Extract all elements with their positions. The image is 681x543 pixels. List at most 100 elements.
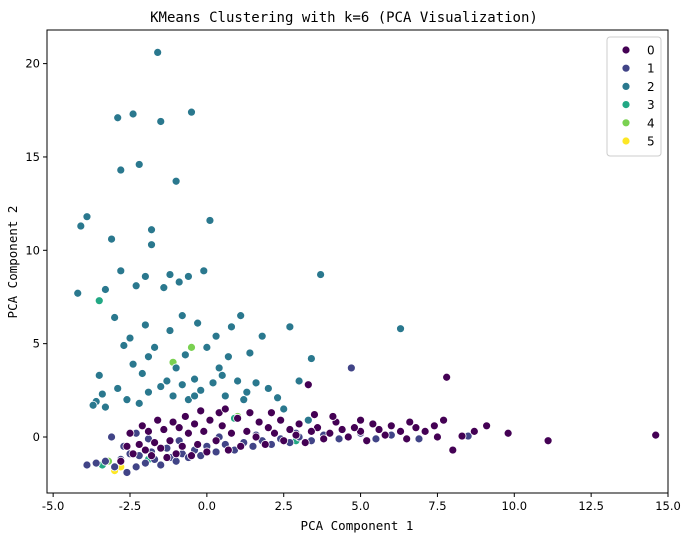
y-tick-label: 20: [25, 57, 40, 71]
data-point-cluster-1: [107, 432, 116, 442]
points-layer: [73, 48, 661, 477]
data-point-cluster-2: [168, 391, 178, 401]
data-point-cluster-0: [153, 415, 163, 425]
data-point-cluster-0: [337, 425, 347, 434]
data-point-cluster-1: [371, 434, 381, 444]
data-point-cluster-1: [122, 468, 132, 477]
data-point-cluster-2: [140, 272, 150, 281]
data-point-cluster-0: [174, 423, 184, 433]
data-point-cluster-0: [159, 425, 169, 434]
data-point-cluster-2: [101, 285, 110, 294]
data-point-cluster-2: [165, 326, 175, 335]
data-point-cluster-1: [211, 447, 221, 457]
data-point-cluster-0: [177, 441, 187, 451]
data-point-cluster-2: [273, 393, 282, 403]
data-point-cluster-2: [184, 272, 193, 281]
data-point-cluster-2: [116, 165, 126, 175]
data-point-cluster-3: [94, 296, 104, 306]
data-point-cluster-2: [159, 283, 169, 293]
data-point-cluster-2: [174, 277, 184, 287]
data-point-cluster-0: [245, 408, 255, 418]
data-point-cluster-0: [137, 421, 147, 431]
data-point-cluster-2: [171, 176, 181, 186]
data-point-cluster-0: [260, 440, 270, 449]
data-point-cluster-1: [91, 458, 101, 468]
data-point-cluster-2: [196, 385, 206, 395]
data-point-cluster-2: [156, 382, 166, 391]
x-tick-label: 2.5: [275, 499, 293, 513]
legend: 0 1 2 3 4 5: [606, 36, 662, 157]
data-point-cluster-2: [214, 363, 224, 373]
legend-items: 0 1 2 3 4 5: [621, 44, 655, 149]
data-point-cluster-0: [242, 426, 252, 436]
data-point-cluster-1: [110, 462, 120, 472]
data-point-cluster-1: [140, 458, 150, 468]
legend-marker: [621, 82, 631, 91]
data-point-cluster-0: [448, 445, 458, 455]
data-point-cluster-0: [199, 426, 209, 436]
data-point-cluster-0: [276, 415, 286, 425]
data-point-cluster-2: [134, 398, 144, 408]
data-point-cluster-2: [144, 387, 153, 397]
data-point-cluster-0: [134, 440, 144, 449]
x-axis-label: PCA Component 1: [301, 518, 414, 533]
data-point-cluster-2: [128, 109, 138, 119]
data-point-cluster-1: [346, 363, 356, 373]
data-point-cluster-2: [140, 320, 150, 330]
data-point-cluster-0: [267, 408, 276, 418]
data-point-cluster-2: [156, 117, 166, 126]
legend-label: 5: [647, 135, 655, 149]
data-point-cluster-0: [328, 412, 338, 421]
legend-marker: [621, 45, 631, 55]
legend-box: [606, 36, 662, 157]
data-point-cluster-0: [420, 426, 430, 436]
data-point-cluster-0: [325, 428, 335, 438]
data-point-cluster-0: [300, 438, 310, 447]
data-point-cluster-0: [171, 449, 181, 459]
data-point-cluster-0: [165, 436, 175, 446]
data-point-cluster-0: [343, 432, 353, 442]
data-point-cluster-0: [405, 417, 415, 427]
x-tick-label: 7.5: [428, 499, 446, 513]
data-point-cluster-0: [184, 428, 193, 438]
data-point-cluster-2: [180, 350, 190, 360]
data-point-cluster-0: [116, 456, 126, 466]
data-point-cluster-0: [439, 415, 448, 425]
data-point-cluster-2: [128, 359, 138, 369]
data-point-cluster-2: [73, 288, 83, 298]
data-point-cluster-0: [180, 412, 190, 421]
data-point-cluster-0: [374, 425, 384, 434]
data-point-cluster-0: [202, 447, 212, 457]
data-point-cluster-0: [306, 426, 316, 436]
plot-frame: [46, 29, 669, 494]
data-point-cluster-0: [263, 423, 273, 433]
data-point-cluster-2: [263, 384, 273, 393]
data-point-cluster-0: [156, 443, 166, 453]
data-point-cluster-0: [350, 423, 359, 433]
data-point-cluster-0: [291, 430, 301, 440]
data-point-cluster-0: [396, 426, 405, 436]
data-point-cluster-2: [122, 395, 132, 405]
data-point-cluster-0: [193, 440, 203, 449]
data-point-cluster-2: [190, 391, 199, 401]
data-point-cluster-0: [144, 426, 153, 436]
data-point-cluster-2: [239, 395, 249, 405]
data-point-cluster-1: [248, 441, 258, 451]
data-point-cluster-0: [411, 423, 421, 433]
data-point-cluster-0: [285, 425, 295, 434]
data-point-cluster-0: [503, 428, 513, 438]
legend-label: 3: [647, 98, 655, 112]
data-point-cluster-0: [125, 428, 135, 438]
data-point-cluster-0: [162, 453, 172, 462]
data-point-cluster-0: [402, 434, 412, 444]
y-tick-label: 15: [25, 150, 40, 164]
data-point-cluster-0: [279, 436, 289, 446]
data-point-cluster-2: [217, 370, 227, 380]
data-point-cluster-2: [190, 374, 199, 384]
data-point-cluster-2: [101, 402, 110, 412]
x-tick-label: 0.0: [198, 499, 216, 513]
data-point-cluster-0: [651, 430, 661, 440]
legend-label: 4: [647, 116, 655, 130]
